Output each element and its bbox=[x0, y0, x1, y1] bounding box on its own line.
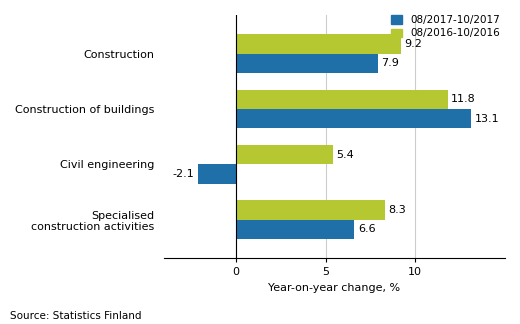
Text: -2.1: -2.1 bbox=[173, 169, 194, 179]
Legend: 08/2017-10/2017, 08/2016-10/2016: 08/2017-10/2017, 08/2016-10/2016 bbox=[391, 15, 500, 39]
Bar bbox=[236, 90, 448, 109]
Text: 7.9: 7.9 bbox=[381, 58, 399, 68]
Text: 5.4: 5.4 bbox=[336, 150, 354, 160]
Bar bbox=[236, 34, 401, 54]
Bar bbox=[236, 200, 385, 220]
Text: Source: Statistics Finland: Source: Statistics Finland bbox=[10, 311, 142, 321]
Bar bbox=[198, 164, 236, 184]
X-axis label: Year-on-year change, %: Year-on-year change, % bbox=[268, 283, 400, 293]
Text: 11.8: 11.8 bbox=[451, 94, 476, 104]
Text: 6.6: 6.6 bbox=[358, 224, 375, 234]
Text: 9.2: 9.2 bbox=[405, 39, 422, 49]
Bar bbox=[236, 145, 333, 164]
Text: 8.3: 8.3 bbox=[388, 205, 406, 215]
Text: 13.1: 13.1 bbox=[474, 114, 499, 124]
Bar bbox=[236, 220, 354, 239]
Bar bbox=[236, 54, 378, 73]
Bar bbox=[236, 109, 471, 128]
